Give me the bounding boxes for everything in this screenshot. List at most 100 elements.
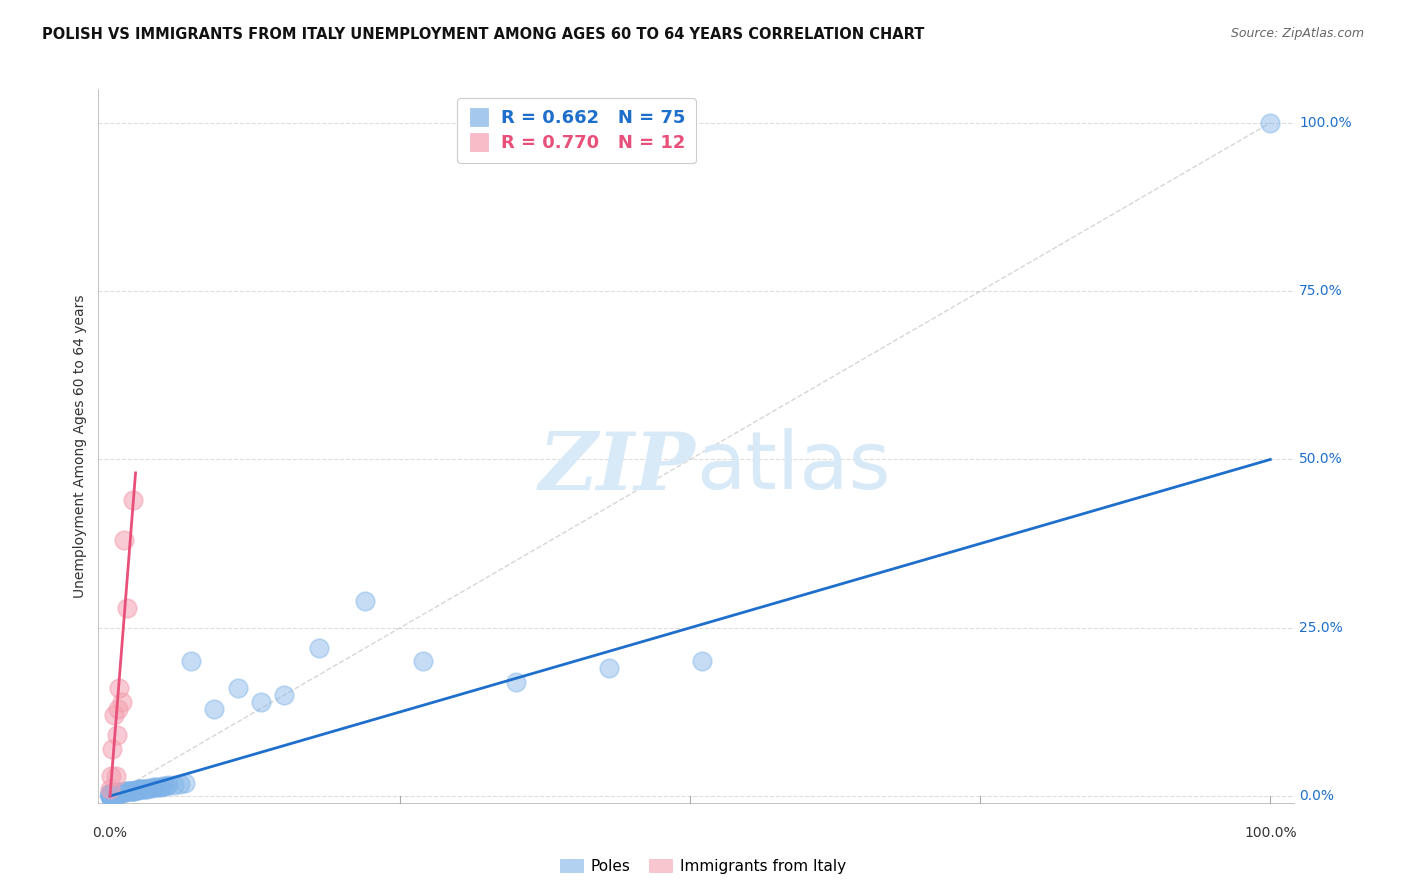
- Point: [105, 787, 128, 801]
- Point: [273, 688, 295, 702]
- Point: [131, 782, 153, 797]
- Point: [100, 769, 122, 783]
- Point: [98, 787, 121, 801]
- Point: [226, 681, 249, 696]
- Point: [112, 785, 135, 799]
- Point: [128, 782, 150, 797]
- Point: [354, 594, 377, 608]
- Point: [98, 789, 121, 803]
- Point: [111, 785, 134, 799]
- Point: [103, 708, 125, 723]
- Point: [104, 787, 127, 801]
- Point: [174, 776, 197, 790]
- Point: [124, 783, 146, 797]
- Point: [98, 786, 121, 800]
- Point: [108, 786, 131, 800]
- Point: [103, 787, 125, 801]
- Point: [103, 786, 125, 800]
- Point: [104, 769, 127, 783]
- Text: 100.0%: 100.0%: [1244, 826, 1296, 840]
- Text: Source: ZipAtlas.com: Source: ZipAtlas.com: [1230, 27, 1364, 40]
- Point: [105, 786, 128, 800]
- Point: [148, 780, 170, 794]
- Point: [101, 787, 124, 801]
- Point: [141, 780, 163, 795]
- Point: [308, 640, 330, 655]
- Point: [131, 782, 153, 797]
- Point: [107, 701, 129, 715]
- Point: [104, 786, 127, 800]
- Point: [98, 789, 121, 803]
- Point: [124, 783, 146, 797]
- Point: [121, 783, 143, 797]
- Point: [115, 784, 138, 798]
- Point: [180, 655, 202, 669]
- Point: [138, 780, 160, 795]
- Text: 25.0%: 25.0%: [1299, 621, 1343, 635]
- Point: [104, 788, 127, 802]
- Point: [143, 780, 166, 795]
- Point: [117, 784, 139, 798]
- Point: [101, 789, 124, 803]
- Point: [690, 655, 713, 669]
- Text: POLISH VS IMMIGRANTS FROM ITALY UNEMPLOYMENT AMONG AGES 60 TO 64 YEARS CORRELATI: POLISH VS IMMIGRANTS FROM ITALY UNEMPLOY…: [42, 27, 925, 42]
- Point: [108, 681, 131, 696]
- Point: [98, 788, 121, 802]
- Point: [155, 779, 177, 793]
- Point: [98, 789, 121, 803]
- Legend: Poles, Immigrants from Italy: Poles, Immigrants from Italy: [554, 853, 852, 880]
- Point: [114, 785, 136, 799]
- Point: [110, 785, 132, 799]
- Point: [98, 786, 121, 800]
- Point: [105, 729, 128, 743]
- Point: [111, 695, 134, 709]
- Point: [157, 778, 180, 792]
- Point: [505, 674, 527, 689]
- Point: [134, 781, 156, 796]
- Point: [107, 786, 129, 800]
- Point: [122, 783, 145, 797]
- Point: [110, 786, 132, 800]
- Point: [169, 777, 191, 791]
- Point: [125, 783, 148, 797]
- Point: [250, 695, 273, 709]
- Point: [598, 661, 620, 675]
- Text: atlas: atlas: [696, 428, 890, 507]
- Point: [103, 788, 125, 802]
- Point: [117, 600, 139, 615]
- Point: [108, 786, 131, 800]
- Point: [127, 783, 149, 797]
- Point: [98, 789, 121, 803]
- Text: ZIP: ZIP: [538, 429, 696, 506]
- Point: [152, 779, 174, 793]
- Point: [163, 778, 186, 792]
- Text: 75.0%: 75.0%: [1299, 285, 1343, 298]
- Point: [107, 786, 129, 800]
- Text: 100.0%: 100.0%: [1299, 116, 1353, 130]
- Point: [112, 533, 135, 548]
- Text: 50.0%: 50.0%: [1299, 452, 1343, 467]
- Point: [104, 786, 127, 800]
- Point: [120, 783, 142, 797]
- Point: [101, 742, 124, 756]
- Y-axis label: Unemployment Among Ages 60 to 64 years: Unemployment Among Ages 60 to 64 years: [73, 294, 87, 598]
- Point: [104, 786, 127, 800]
- Point: [150, 780, 173, 794]
- Point: [111, 785, 134, 799]
- Point: [101, 786, 124, 800]
- Point: [98, 782, 121, 797]
- Text: 0.0%: 0.0%: [93, 826, 128, 840]
- Point: [122, 492, 145, 507]
- Point: [111, 786, 134, 800]
- Point: [136, 781, 159, 796]
- Point: [412, 655, 434, 669]
- Point: [101, 788, 124, 802]
- Point: [204, 701, 226, 715]
- Legend: R = 0.662   N = 75, R = 0.770   N = 12: R = 0.662 N = 75, R = 0.770 N = 12: [457, 98, 696, 163]
- Point: [145, 780, 167, 795]
- Point: [118, 784, 141, 798]
- Point: [129, 782, 152, 797]
- Point: [104, 787, 127, 801]
- Text: 0.0%: 0.0%: [1299, 789, 1334, 803]
- Point: [1258, 116, 1281, 130]
